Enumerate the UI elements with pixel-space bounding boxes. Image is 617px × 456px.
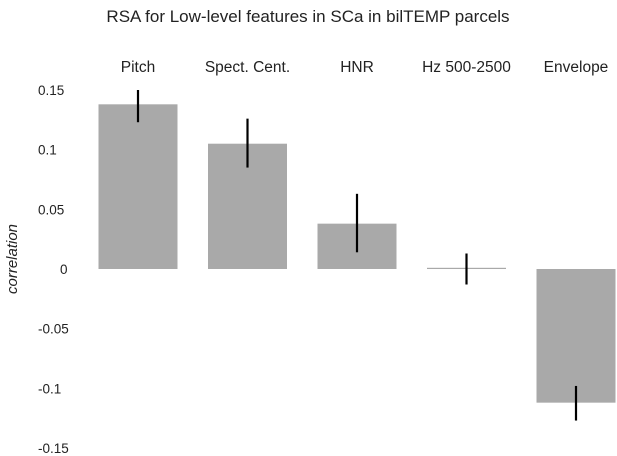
category-label: Hz 500-2500 xyxy=(422,59,511,76)
chart-title: RSA for Low-level features in SCa in bil… xyxy=(106,7,509,26)
category-labels-group: Pitch Spect. Cent. HNR Hz 500-2500 Envelope xyxy=(121,59,609,76)
category-label: Spect. Cent. xyxy=(205,59,290,76)
y-axis-label: correlation xyxy=(4,224,21,294)
category-label: Envelope xyxy=(544,59,609,76)
error-bars-group xyxy=(136,90,578,421)
y-tick-labels-group: 0.15 0.1 0.05 0 -0.05 -0.1 -0.15 xyxy=(38,83,69,456)
category-label: Pitch xyxy=(121,59,155,76)
y-tick-label: 0 xyxy=(60,262,68,277)
bars-group xyxy=(98,104,616,403)
y-tick-label: 0.05 xyxy=(38,202,64,217)
bar-envelope xyxy=(536,269,616,403)
category-label: HNR xyxy=(340,59,374,76)
bar-pitch xyxy=(98,104,178,269)
y-tick-label: -0.15 xyxy=(38,441,69,456)
y-tick-label: -0.05 xyxy=(38,322,69,337)
y-tick-label: -0.1 xyxy=(38,381,61,396)
y-tick-label: 0.15 xyxy=(38,83,64,98)
y-tick-label: 0.1 xyxy=(38,143,57,158)
